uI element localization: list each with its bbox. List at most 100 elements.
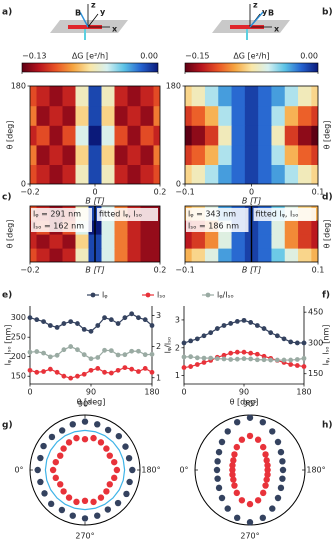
polar-marker xyxy=(277,448,285,456)
annotation: lₛₒ = 162 nm xyxy=(33,222,84,231)
theta-tick-label: 270° xyxy=(75,532,94,541)
marker xyxy=(102,315,107,321)
y2-tick-label: 300 xyxy=(308,338,323,347)
marker xyxy=(75,321,80,326)
marker xyxy=(201,355,207,361)
polar-marker xyxy=(103,445,110,452)
heatmap-cell xyxy=(231,125,246,146)
marker xyxy=(241,317,247,323)
heatmap-cell xyxy=(218,125,233,146)
x-tick-label: 0 xyxy=(27,388,32,397)
y2-tick-label: 2 xyxy=(156,342,161,351)
marker xyxy=(95,323,101,328)
polar-marker xyxy=(57,452,64,459)
marker xyxy=(261,326,267,331)
panel-label: b) xyxy=(322,8,333,18)
marker xyxy=(301,340,307,346)
marker xyxy=(54,352,60,358)
heatmap-cell xyxy=(153,248,160,262)
heatmap-cell xyxy=(101,248,116,262)
polar-marker xyxy=(218,494,226,502)
x-tick-label: 180 xyxy=(296,388,311,397)
marker xyxy=(136,315,141,321)
polar-marker xyxy=(230,457,237,464)
marker xyxy=(108,317,114,323)
marker xyxy=(214,326,220,331)
marker xyxy=(274,333,280,339)
heatmap-cell xyxy=(88,164,103,184)
polar-marker xyxy=(233,514,241,522)
polar-marker xyxy=(126,478,133,486)
marker xyxy=(201,333,207,339)
heatmap-cell xyxy=(30,125,38,146)
polar-marker xyxy=(47,500,55,508)
marker xyxy=(129,311,135,317)
heatmap-cell xyxy=(140,144,155,165)
marker xyxy=(149,369,155,375)
y-tick-label: 200 xyxy=(11,352,26,361)
polar-marker xyxy=(246,500,254,508)
polar-marker xyxy=(264,462,271,469)
colorbar-label: ΔG [e²/h] xyxy=(233,52,269,61)
heatmap-cell xyxy=(244,144,259,165)
y-tick-label: 180 xyxy=(166,82,181,91)
heatmap-cell xyxy=(88,144,103,165)
x-tick-label: 90 xyxy=(239,388,249,397)
marker xyxy=(261,353,267,359)
marker xyxy=(47,354,53,360)
polar-marker xyxy=(40,442,47,450)
y-tick-label: 1 xyxy=(175,371,180,380)
polar-marker xyxy=(49,466,57,474)
polar-marker xyxy=(73,498,80,506)
polar-marker xyxy=(106,481,113,488)
theta-tick-label: 180° xyxy=(141,466,160,475)
polar-marker xyxy=(57,481,64,488)
marker xyxy=(149,323,155,328)
x-tick-label: −0.2 xyxy=(20,188,39,197)
legend-label: lₛₒ xyxy=(157,291,166,300)
y2-tick-label: 1 xyxy=(156,373,161,382)
marker xyxy=(81,327,87,332)
heatmap-cell xyxy=(49,248,64,262)
polar-marker xyxy=(81,497,89,504)
x-axis-label: B [T] xyxy=(242,197,261,206)
heatmap-cell xyxy=(62,125,77,146)
polar-marker xyxy=(224,428,231,435)
heatmap-cell xyxy=(140,125,155,146)
heatmap-cell xyxy=(49,164,64,184)
heatmap-cell xyxy=(271,220,286,235)
heatmap xyxy=(30,86,160,184)
polar-marker xyxy=(94,421,101,428)
marker xyxy=(68,375,74,381)
heatmap-cell xyxy=(185,234,193,249)
polar-marker xyxy=(218,438,226,446)
marker xyxy=(281,357,287,363)
heatmap-cell xyxy=(258,86,273,107)
polar-marker xyxy=(269,505,276,512)
heatmap-cell xyxy=(75,105,90,126)
heatmap-cell xyxy=(153,164,160,184)
y-tick-label: 2 xyxy=(175,343,180,352)
heatmap-cell xyxy=(75,144,90,165)
marker xyxy=(254,357,260,363)
x-tick-label: 0 xyxy=(92,188,97,197)
heatmap-cell xyxy=(258,248,273,262)
x-tick-label: −0.1 xyxy=(175,266,194,275)
heatmap-cell xyxy=(101,105,116,126)
polar-marker xyxy=(37,478,44,486)
marker xyxy=(129,348,135,354)
polar-marker xyxy=(52,458,59,466)
marker xyxy=(301,355,307,361)
schematic-label: z xyxy=(91,1,96,10)
y2-tick-label: 150 xyxy=(308,369,323,378)
annotation-box xyxy=(253,208,316,221)
heatmap-cell xyxy=(298,105,312,126)
annotation: lᵩ = 343 nm xyxy=(188,210,236,219)
marker xyxy=(221,356,227,362)
heatmap-cell xyxy=(101,86,116,107)
heatmap-cell xyxy=(36,125,51,146)
heatmap-cell xyxy=(114,164,129,184)
polar-marker xyxy=(69,421,76,428)
polar-marker xyxy=(213,466,221,474)
panel-label: h) xyxy=(322,421,333,431)
